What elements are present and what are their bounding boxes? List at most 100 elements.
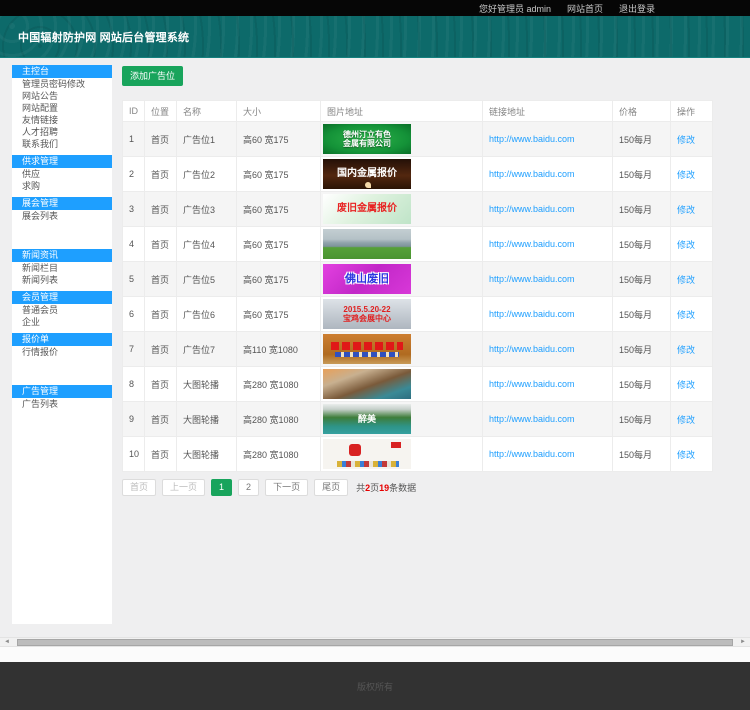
table-row: 1 首页 广告位1 高60 宽175 德州汀立有色 金属有限公司 http://www.ba… — [122, 121, 713, 157]
sidebar-group-header[interactable]: 主控台 — [12, 65, 112, 78]
ad-banner-image: 佛山废旧 — [323, 264, 411, 294]
edit-link[interactable]: 修改 — [677, 204, 696, 215]
sidebar-item[interactable]: 供应 — [22, 169, 41, 179]
cell-link: http://www.baidu.com — [482, 366, 613, 402]
topbar: 您好管理员 admin 网站首页 退出登录 — [0, 0, 750, 16]
sidebar-group: 展会管理 展会列表 — [12, 197, 112, 222]
cell-link: http://www.baidu.com — [482, 261, 613, 297]
column-header: 名称 — [176, 100, 237, 122]
ad-target-link[interactable]: http://www.baidu.com — [489, 134, 575, 144]
sidebar-item[interactable]: 普通会员 — [22, 305, 59, 315]
admin-greeting: 您好管理员 admin — [478, 3, 551, 14]
edit-link[interactable]: 修改 — [677, 274, 696, 285]
cell-position: 首页 — [144, 261, 177, 297]
cell-action: 修改 — [670, 436, 713, 472]
sidebar-item[interactable]: 展会列表 — [22, 211, 59, 221]
banner-text-line: 2015.5.20-22 — [343, 304, 391, 314]
prev-page-button[interactable]: 上一页 — [162, 479, 206, 496]
cell-position: 首页 — [144, 156, 177, 192]
edit-link[interactable]: 修改 — [677, 449, 696, 460]
cell-id: 7 — [122, 331, 145, 367]
sidebar-group-header[interactable]: 广告管理 — [12, 385, 112, 398]
ad-target-link[interactable]: http://www.baidu.com — [489, 449, 575, 459]
logout-link[interactable]: 退出登录 — [618, 3, 655, 14]
ad-banner-image: 德州汀立有色 金属有限公司 — [323, 124, 411, 154]
sidebar-group-header[interactable]: 供求管理 — [12, 155, 112, 168]
column-header: 链接地址 — [482, 100, 613, 122]
cell-id: 9 — [122, 401, 145, 437]
sidebar-group-header[interactable]: 报价单 — [12, 333, 112, 346]
sidebar-item[interactable]: 网站配置 — [22, 103, 59, 113]
sidebar-item[interactable]: 管理员密码修改 — [22, 79, 86, 89]
cell-banner: 废旧金属报价 — [320, 191, 483, 227]
cell-price: 150每月 — [612, 191, 671, 227]
ad-target-link[interactable]: http://www.baidu.com — [489, 379, 575, 389]
edit-link[interactable]: 修改 — [677, 169, 696, 180]
ad-target-link[interactable]: http://www.baidu.com — [489, 274, 575, 284]
cell-name: 广告位6 — [176, 296, 237, 332]
scroll-left-arrow-icon[interactable]: ◄ — [4, 639, 10, 645]
cell-action: 修改 — [670, 226, 713, 262]
edit-link[interactable]: 修改 — [677, 239, 696, 250]
ad-target-link[interactable]: http://www.baidu.com — [489, 204, 575, 214]
first-page-button[interactable]: 首页 — [122, 479, 157, 496]
sidebar-item[interactable]: 行情报价 — [22, 347, 59, 357]
cell-price: 150每月 — [612, 366, 671, 402]
edit-link[interactable]: 修改 — [677, 414, 696, 425]
sidebar-item[interactable]: 人才招聘 — [22, 127, 59, 137]
banner-text-line: 国内金属报价 — [337, 168, 397, 180]
ad-target-link[interactable]: http://www.baidu.com — [489, 169, 575, 179]
edit-link[interactable]: 修改 — [677, 134, 696, 145]
total-items-count: 19 — [379, 483, 390, 493]
sidebar-group-header[interactable]: 展会管理 — [12, 197, 112, 210]
cell-position: 首页 — [144, 226, 177, 262]
cell-banner — [320, 331, 483, 367]
sidebar-group-header[interactable]: 新闻资讯 — [12, 249, 112, 262]
table-row: 10 首页 大图轮播 高280 宽1080 http://www.baidu.com 15… — [122, 436, 713, 472]
cell-name: 广告位2 — [176, 156, 237, 192]
table-row: 7 首页 广告位7 高110 宽1080 http://www.baidu.com 150… — [122, 331, 713, 367]
column-header: ID — [122, 100, 145, 122]
column-header: 位置 — [144, 100, 177, 122]
page-number-button[interactable]: 2 — [238, 479, 260, 496]
cell-position: 首页 — [144, 296, 177, 332]
ad-target-link[interactable]: http://www.baidu.com — [489, 309, 575, 319]
page-number-button[interactable]: 1 — [211, 479, 233, 496]
horizontal-scrollbar[interactable]: ◄ ► — [0, 637, 750, 647]
pagination-summary: 共2页19条数据 — [356, 481, 416, 494]
ad-banner-image: 国内金属报价 — [323, 159, 411, 189]
cell-action: 修改 — [670, 366, 713, 402]
site-home-link[interactable]: 网站首页 — [566, 3, 603, 14]
ad-banner-image — [323, 334, 411, 364]
edit-link[interactable]: 修改 — [677, 309, 696, 320]
sidebar-group: 新闻资讯 新闻栏目新闻列表 — [12, 249, 112, 286]
ad-target-link[interactable]: http://www.baidu.com — [489, 414, 575, 424]
edit-link[interactable]: 修改 — [677, 344, 696, 355]
cell-banner — [320, 366, 483, 402]
sidebar-item[interactable]: 广告列表 — [22, 399, 59, 409]
cell-link: http://www.baidu.com — [482, 331, 613, 367]
ad-banner-image: 醉美 — [323, 404, 411, 434]
banner-text-line: 醉美 — [357, 413, 376, 424]
sidebar-item[interactable]: 求购 — [22, 181, 41, 191]
cell-price: 150每月 — [612, 331, 671, 367]
add-ad-slot-button[interactable]: 添加广告位 — [122, 66, 184, 86]
ad-target-link[interactable]: http://www.baidu.com — [489, 239, 575, 249]
scrollbar-thumb[interactable] — [17, 639, 733, 646]
sidebar-group: 报价单 行情报价 — [12, 333, 112, 358]
sidebar-item[interactable]: 企业 — [22, 317, 41, 327]
next-page-button[interactable]: 下一页 — [265, 479, 309, 496]
ad-target-link[interactable]: http://www.baidu.com — [489, 344, 575, 354]
edit-link[interactable]: 修改 — [677, 379, 696, 390]
sidebar-item[interactable]: 网站公告 — [22, 91, 59, 101]
cell-banner: 佛山废旧 — [320, 261, 483, 297]
table-row: 5 首页 广告位5 高60 宽175 佛山废旧 http://www.baidu.com 1… — [122, 261, 713, 297]
last-page-button[interactable]: 尾页 — [314, 479, 349, 496]
sidebar-item[interactable]: 新闻列表 — [22, 275, 59, 285]
scroll-right-arrow-icon[interactable]: ► — [740, 639, 746, 645]
sidebar-group-header[interactable]: 会员管理 — [12, 291, 112, 304]
sidebar-item[interactable]: 新闻栏目 — [22, 263, 59, 273]
sidebar-item[interactable]: 友情链接 — [22, 115, 59, 125]
sidebar-item[interactable]: 联系我们 — [22, 139, 59, 149]
table-row: 2 首页 广告位2 高60 宽175 国内金属报价 http://www.baidu.co… — [122, 156, 713, 192]
